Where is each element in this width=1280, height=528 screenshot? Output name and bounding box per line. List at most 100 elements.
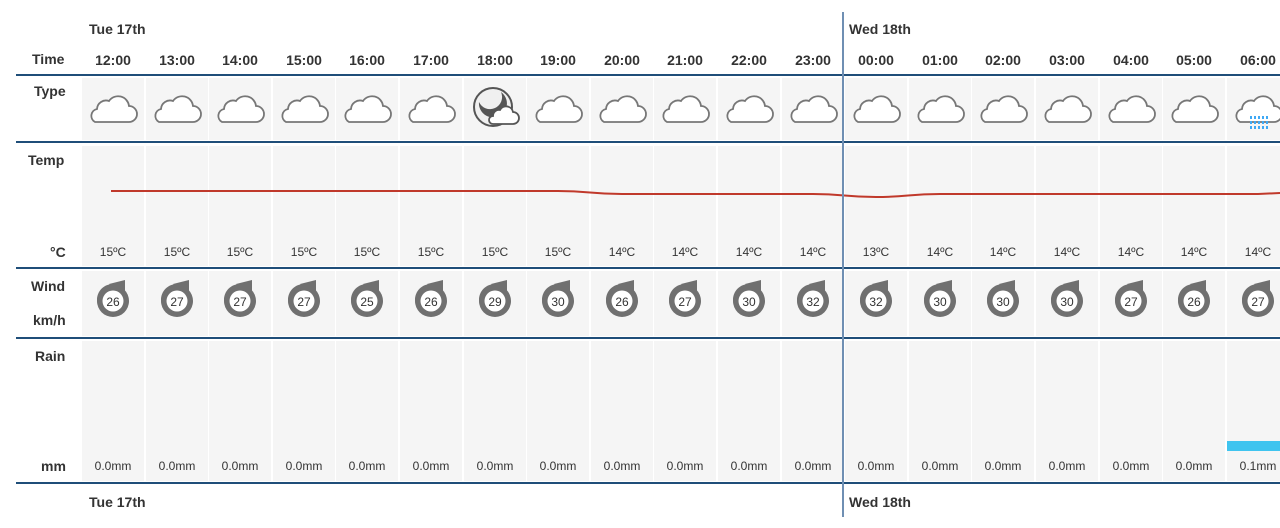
- rain-value: 0.0mm: [94, 459, 132, 473]
- rain-value: 0.0mm: [1112, 459, 1150, 473]
- temp-value: 14ºC: [1053, 245, 1081, 259]
- temp-cell: [845, 146, 907, 266]
- cloud-icon: [1168, 86, 1220, 135]
- row-label-temp: Temp: [28, 152, 65, 168]
- temp-value: 14ºC: [735, 245, 763, 259]
- rain-cell: [591, 341, 653, 481]
- wind-direction-icon: [667, 276, 703, 320]
- wind-direction-icon: [731, 276, 767, 320]
- wind-speed: 30: [933, 295, 947, 309]
- wind-speed: 30: [996, 295, 1010, 309]
- wind-speed: 26: [106, 295, 120, 309]
- rain-cell: [782, 341, 844, 481]
- temp-value: 15ºC: [544, 245, 572, 259]
- wind-speed: 27: [678, 295, 692, 309]
- rain-cell: [464, 341, 526, 481]
- rain-value: 0.0mm: [1175, 459, 1213, 473]
- temp-cell: [527, 146, 589, 266]
- rain-value: 0.0mm: [476, 459, 514, 473]
- rain-value: 0.0mm: [539, 459, 577, 473]
- rain-cell: [82, 341, 144, 481]
- temp-cell: [336, 146, 398, 266]
- cloud-icon: [723, 86, 775, 135]
- wind-speed: 27: [1251, 295, 1265, 309]
- row-divider-wind: [16, 337, 1280, 339]
- rain-cell: [654, 341, 716, 481]
- cloud-icon: [596, 86, 648, 135]
- wind-direction-icon: [1176, 276, 1212, 320]
- wind-direction-icon: [477, 276, 513, 320]
- cloud-icon: [341, 86, 393, 135]
- wind-speed: 32: [806, 295, 820, 309]
- rain-value: 0.1mm: [1239, 459, 1277, 473]
- wind-speed: 29: [488, 295, 502, 309]
- temp-value: 15ºC: [417, 245, 445, 259]
- temp-cell: [972, 146, 1034, 266]
- wind-direction-icon: [1049, 276, 1085, 320]
- temp-cell: [654, 146, 716, 266]
- time-cell: 12:00: [95, 52, 131, 68]
- wind-direction-icon: [95, 276, 131, 320]
- day-label-top-tue: Tue 17th: [89, 21, 146, 37]
- cloud-icon: [1105, 86, 1157, 135]
- wind-speed: 30: [742, 295, 756, 309]
- time-cell: 18:00: [477, 52, 513, 68]
- cloud-icon: [278, 86, 330, 135]
- rain-cell: [845, 341, 907, 481]
- day-label-top-wed: Wed 18th: [849, 21, 911, 37]
- cloud-icon: [532, 86, 584, 135]
- rain-value: 0.0mm: [666, 459, 704, 473]
- cloud-icon: [214, 86, 266, 135]
- cloud-icon: [977, 86, 1029, 135]
- row-divider-time: [16, 74, 1280, 76]
- row-divider-type: [16, 141, 1280, 143]
- rain-value: 0.0mm: [1048, 459, 1086, 473]
- time-cell: 01:00: [922, 52, 958, 68]
- rain-cell: [1100, 341, 1162, 481]
- row-label-time: Time: [32, 51, 65, 67]
- row-unit-rain: mm: [41, 458, 66, 474]
- row-unit-temp: °C: [50, 244, 66, 260]
- wind-direction-icon: [985, 276, 1021, 320]
- wind-speed: 27: [170, 295, 184, 309]
- temp-value: 14ºC: [926, 245, 954, 259]
- temp-cell: [1100, 146, 1162, 266]
- rain-cell: [1163, 341, 1225, 481]
- temp-cell: [146, 146, 208, 266]
- cloud-icon: [405, 86, 457, 135]
- wind-speed: 25: [360, 295, 374, 309]
- time-row: 12:00 13:00 14:00 15:00 16:00 17:00 18:00 19:00…: [0, 48, 1280, 74]
- temp-value: 14ºC: [1180, 245, 1208, 259]
- rain-cell: [972, 341, 1034, 481]
- time-cell: 20:00: [604, 52, 640, 68]
- wind-direction-icon: [349, 276, 385, 320]
- rain-cell: [718, 341, 780, 481]
- temp-value: 14ºC: [989, 245, 1017, 259]
- temp-cell: [273, 146, 335, 266]
- rain-cell: [209, 341, 271, 481]
- row-label-rain: Rain: [35, 348, 66, 364]
- wind-direction-icon: [222, 276, 258, 320]
- cloud-icon: [659, 86, 711, 135]
- wind-direction-icon: [795, 276, 831, 320]
- rain-value: 0.0mm: [348, 459, 386, 473]
- temp-value: 15ºC: [481, 245, 509, 259]
- rain-cell: [909, 341, 971, 481]
- wind-speed: 27: [233, 295, 247, 309]
- wind-speed: 26: [424, 295, 438, 309]
- cloud-icon: [87, 86, 139, 135]
- wind-direction-icon: [540, 276, 576, 320]
- time-cell: 02:00: [985, 52, 1021, 68]
- rain-value: 0.0mm: [603, 459, 641, 473]
- wind-speed: 30: [1060, 295, 1074, 309]
- wind-speed: 30: [551, 295, 565, 309]
- temp-cell: [909, 146, 971, 266]
- rain-cell: [146, 341, 208, 481]
- time-cell: 16:00: [349, 52, 385, 68]
- time-cell: 00:00: [858, 52, 894, 68]
- rain-cell: [527, 341, 589, 481]
- temp-cell: [400, 146, 462, 266]
- temp-cell: [1036, 146, 1098, 266]
- rain-value: 0.0mm: [921, 459, 959, 473]
- temp-value: 14ºC: [671, 245, 699, 259]
